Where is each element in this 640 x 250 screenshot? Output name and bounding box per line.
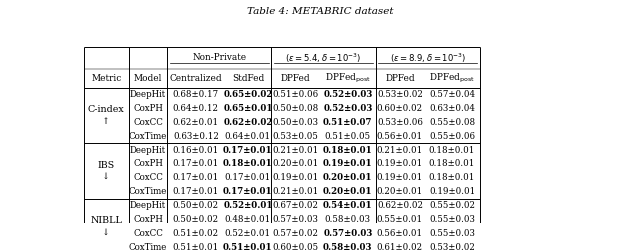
Text: Model: Model [134, 74, 162, 82]
Text: $(\epsilon = 5.4, \delta = 10^{-3})$: $(\epsilon = 5.4, \delta = 10^{-3})$ [285, 51, 362, 64]
Text: 0.56±0.01: 0.56±0.01 [377, 132, 423, 141]
Text: 0.52±0.03: 0.52±0.03 [323, 104, 372, 113]
Text: 0.62±0.01: 0.62±0.01 [173, 118, 219, 127]
Text: 0.20±0.01: 0.20±0.01 [377, 187, 423, 196]
Text: 0.51±0.07: 0.51±0.07 [323, 118, 372, 127]
Text: DeepHit: DeepHit [130, 146, 166, 154]
Text: 0.19±0.01: 0.19±0.01 [377, 173, 423, 182]
Text: 0.56±0.01: 0.56±0.01 [377, 229, 423, 238]
Text: 0.53±0.05: 0.53±0.05 [273, 132, 319, 141]
Text: CoxCC: CoxCC [133, 229, 163, 238]
Text: 0.17±0.01: 0.17±0.01 [223, 187, 273, 196]
Text: 0.51±0.02: 0.51±0.02 [173, 229, 219, 238]
Text: DeepHit: DeepHit [130, 201, 166, 210]
Text: CoxPH: CoxPH [133, 215, 163, 224]
Text: CoxPH: CoxPH [133, 104, 163, 113]
Text: 0.52±0.01: 0.52±0.01 [225, 229, 271, 238]
Text: Centralized: Centralized [170, 74, 222, 82]
Text: CoxPH: CoxPH [133, 160, 163, 168]
Text: 0.58±0.03: 0.58±0.03 [323, 243, 372, 250]
Text: 0.55±0.08: 0.55±0.08 [429, 118, 475, 127]
Text: 0.50±0.08: 0.50±0.08 [273, 104, 319, 113]
Text: 0.67±0.02: 0.67±0.02 [273, 201, 319, 210]
Text: C-index
↑: C-index ↑ [88, 106, 125, 126]
Text: DeepHit: DeepHit [130, 90, 166, 99]
Text: 0.55±0.02: 0.55±0.02 [429, 201, 475, 210]
Text: 0.55±0.06: 0.55±0.06 [429, 132, 475, 141]
Text: DPFed: DPFed [281, 74, 310, 82]
Text: 0.62±0.02: 0.62±0.02 [223, 118, 273, 127]
Text: 0.48±0.01: 0.48±0.01 [225, 215, 271, 224]
Text: 0.21±0.01: 0.21±0.01 [273, 146, 319, 154]
Text: 0.57±0.03: 0.57±0.03 [273, 215, 319, 224]
Text: CoxTime: CoxTime [129, 187, 167, 196]
Text: 0.18±0.01: 0.18±0.01 [323, 146, 372, 154]
Text: CoxCC: CoxCC [133, 173, 163, 182]
Text: 0.54±0.01: 0.54±0.01 [323, 201, 372, 210]
Text: 0.63±0.04: 0.63±0.04 [429, 104, 475, 113]
Text: 0.55±0.03: 0.55±0.03 [429, 229, 475, 238]
Text: 0.58±0.03: 0.58±0.03 [325, 215, 371, 224]
Text: 0.55±0.01: 0.55±0.01 [377, 215, 423, 224]
Text: 0.50±0.03: 0.50±0.03 [273, 118, 319, 127]
Text: 0.53±0.02: 0.53±0.02 [429, 243, 475, 250]
Text: 0.18±0.01: 0.18±0.01 [429, 173, 475, 182]
Text: 0.17±0.01: 0.17±0.01 [173, 160, 219, 168]
Text: 0.53±0.06: 0.53±0.06 [377, 118, 423, 127]
Text: 0.50±0.02: 0.50±0.02 [173, 201, 219, 210]
Text: 0.52±0.01: 0.52±0.01 [223, 201, 273, 210]
Text: 0.18±0.01: 0.18±0.01 [429, 146, 475, 154]
Text: 0.17±0.01: 0.17±0.01 [173, 187, 219, 196]
Text: 0.17±0.01: 0.17±0.01 [225, 173, 271, 182]
Text: 0.18±0.01: 0.18±0.01 [429, 160, 475, 168]
Text: 0.17±0.01: 0.17±0.01 [223, 146, 273, 154]
Text: 0.53±0.02: 0.53±0.02 [377, 90, 423, 99]
Text: 0.19±0.01: 0.19±0.01 [377, 160, 423, 168]
Text: 0.51±0.01: 0.51±0.01 [223, 243, 273, 250]
Text: 0.20±0.01: 0.20±0.01 [323, 173, 372, 182]
Text: Non-Private: Non-Private [192, 54, 246, 62]
Text: 0.17±0.01: 0.17±0.01 [173, 173, 219, 182]
Text: CoxTime: CoxTime [129, 243, 167, 250]
Text: 0.19±0.01: 0.19±0.01 [273, 173, 319, 182]
Text: DPFed$_{\mathrm{post}}$: DPFed$_{\mathrm{post}}$ [429, 72, 475, 85]
Text: 0.51±0.06: 0.51±0.06 [273, 90, 319, 99]
Text: 0.65±0.02: 0.65±0.02 [223, 90, 273, 99]
Text: 0.57±0.03: 0.57±0.03 [323, 229, 372, 238]
Text: 0.20±0.01: 0.20±0.01 [323, 187, 372, 196]
Text: 0.64±0.01: 0.64±0.01 [225, 132, 271, 141]
Text: 0.60±0.05: 0.60±0.05 [273, 243, 319, 250]
Text: 0.63±0.12: 0.63±0.12 [173, 132, 219, 141]
Text: Table 4: METABRIC dataset: Table 4: METABRIC dataset [247, 8, 393, 16]
Text: 0.18±0.01: 0.18±0.01 [223, 160, 273, 168]
Text: 0.21±0.01: 0.21±0.01 [377, 146, 423, 154]
Text: $(\epsilon = 8.9, \delta = 10^{-3})$: $(\epsilon = 8.9, \delta = 10^{-3})$ [390, 51, 466, 64]
Text: 0.55±0.03: 0.55±0.03 [429, 215, 475, 224]
Text: StdFed: StdFed [232, 74, 264, 82]
Text: CoxTime: CoxTime [129, 132, 167, 141]
Text: 0.65±0.01: 0.65±0.01 [223, 104, 273, 113]
Text: 0.57±0.02: 0.57±0.02 [273, 229, 319, 238]
Text: 0.20±0.01: 0.20±0.01 [273, 160, 319, 168]
Text: 0.21±0.01: 0.21±0.01 [273, 187, 319, 196]
Text: 0.51±0.01: 0.51±0.01 [173, 243, 219, 250]
Text: 0.19±0.01: 0.19±0.01 [323, 160, 372, 168]
Text: 0.62±0.02: 0.62±0.02 [377, 201, 423, 210]
Text: CoxCC: CoxCC [133, 118, 163, 127]
Text: 0.61±0.02: 0.61±0.02 [377, 243, 423, 250]
Text: DPFed$_{\mathrm{post}}$: DPFed$_{\mathrm{post}}$ [325, 72, 371, 85]
Text: 0.51±0.05: 0.51±0.05 [324, 132, 371, 141]
Text: DPFed: DPFed [385, 74, 415, 82]
Text: NIBLL
↓: NIBLL ↓ [90, 216, 122, 236]
Text: 0.64±0.12: 0.64±0.12 [173, 104, 219, 113]
Text: 0.52±0.03: 0.52±0.03 [323, 90, 372, 99]
Text: 0.60±0.02: 0.60±0.02 [377, 104, 423, 113]
Text: 0.16±0.01: 0.16±0.01 [173, 146, 219, 154]
Text: 0.68±0.17: 0.68±0.17 [173, 90, 219, 99]
Text: Metric: Metric [91, 74, 122, 82]
Text: 0.57±0.04: 0.57±0.04 [429, 90, 475, 99]
Text: 0.19±0.01: 0.19±0.01 [429, 187, 475, 196]
Text: 0.50±0.02: 0.50±0.02 [173, 215, 219, 224]
Text: IBS
↓: IBS ↓ [98, 161, 115, 181]
